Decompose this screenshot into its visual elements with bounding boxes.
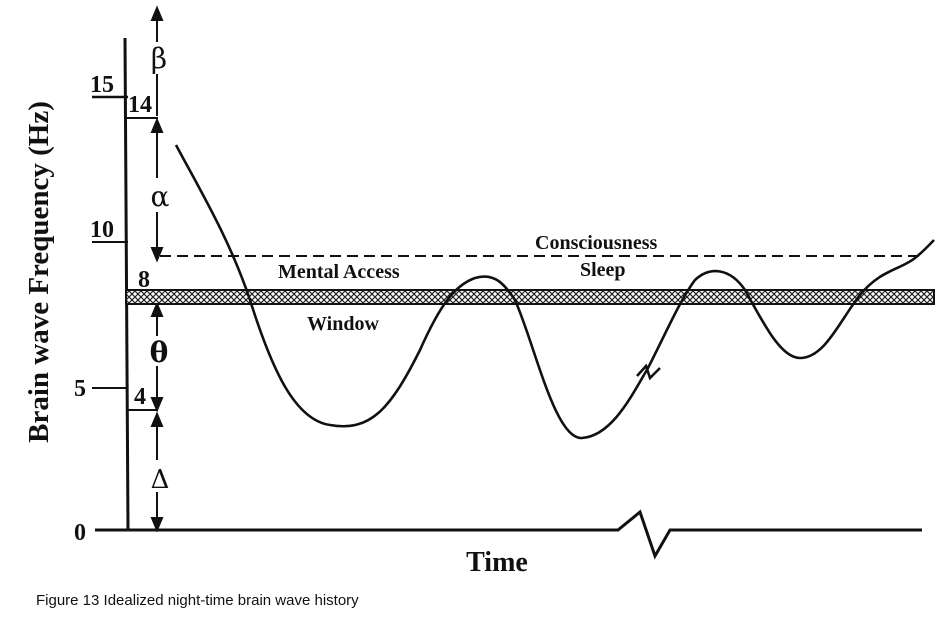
- boundary-label-8: 8: [138, 267, 150, 293]
- figure-caption: Figure 13 Idealized night-time brain wav…: [36, 592, 359, 609]
- band-arrows: [150, 5, 164, 533]
- beta-symbol: β: [151, 42, 167, 75]
- x-axis-label: Time: [466, 547, 528, 578]
- tick-label-0: 0: [74, 520, 86, 546]
- mental-access-label: Mental Access: [278, 261, 400, 283]
- brain-wave-curve: [174, 144, 935, 440]
- sleep-label: Sleep: [580, 259, 626, 281]
- consciousness-label: Consciousness: [535, 232, 657, 254]
- boundary-label-4: 4: [134, 384, 146, 410]
- boundary-label-14: 14: [128, 92, 152, 118]
- tick-label-10: 10: [90, 217, 114, 243]
- delta-symbol: Δ: [151, 465, 170, 495]
- tick-label-15: 15: [90, 72, 114, 98]
- tick-label-5: 5: [74, 376, 86, 402]
- alpha-symbol: α: [151, 180, 170, 213]
- mental-access-window-band: [125, 289, 935, 305]
- window-label: Window: [307, 313, 379, 335]
- y-axis-label: Brain wave Frequency (Hz): [23, 101, 55, 443]
- theta-symbol: θ: [150, 336, 169, 369]
- y-axis: [123, 37, 130, 531]
- curve-break-marker: [636, 363, 661, 381]
- x-axis: [95, 509, 922, 560]
